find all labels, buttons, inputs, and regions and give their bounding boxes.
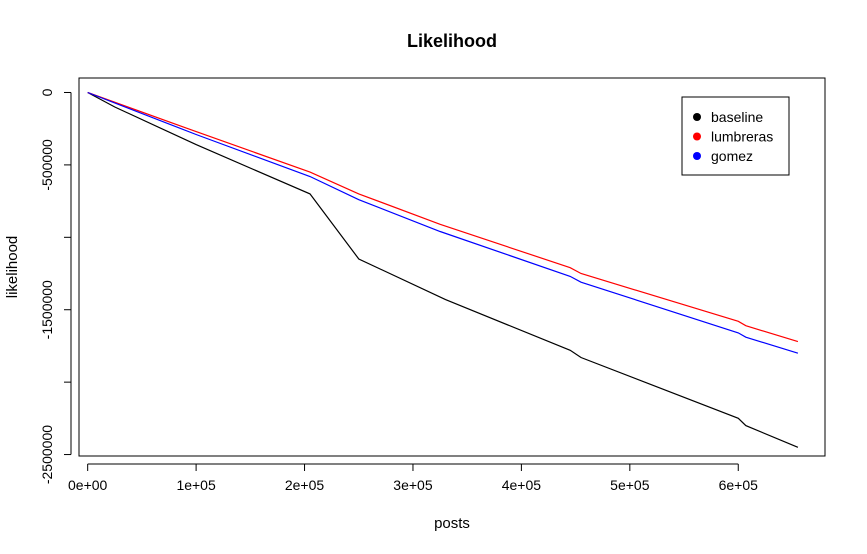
series-line-lumbreras: [87, 91, 799, 343]
x-tick-label: 6e+05: [719, 477, 759, 493]
legend-label-gomez: gomez: [711, 148, 753, 164]
x-tick-label: 1e+05: [176, 477, 216, 493]
y-tick-label: 0: [39, 88, 55, 96]
legend: baseline lumbreras gomez: [681, 96, 790, 176]
x-tick-label: 2e+05: [285, 477, 325, 493]
legend-label-lumbreras: lumbreras: [711, 129, 773, 145]
chart-title: Likelihood: [407, 31, 497, 51]
y-tick-label: -500000: [39, 139, 55, 191]
x-tick-label: 0e+00: [68, 477, 108, 493]
legend-marker-baseline: [693, 113, 701, 121]
y-tick-label: -2500000: [39, 425, 55, 484]
plot-frame: [78, 77, 826, 457]
x-axis: 0e+00 1e+05 2e+05 3e+05 4e+05 5e+05 6e+05: [68, 463, 759, 493]
x-tick-label: 5e+05: [610, 477, 650, 493]
y-axis: 0 -500000 -1500000 -2500000: [39, 88, 72, 484]
y-tick-label: -1500000: [39, 280, 55, 339]
x-axis-label: posts: [434, 515, 470, 532]
series-layer: [87, 91, 799, 448]
legend-label-baseline: baseline: [711, 109, 763, 125]
x-tick-label: 4e+05: [502, 477, 542, 493]
legend-marker-lumbreras: [693, 132, 701, 141]
y-axis-label: likelihood: [4, 236, 21, 299]
series-line-gomez: [87, 91, 799, 354]
x-tick-label: 3e+05: [393, 477, 433, 493]
series-line-baseline: [87, 91, 799, 448]
legend-marker-gomez: [693, 152, 701, 160]
